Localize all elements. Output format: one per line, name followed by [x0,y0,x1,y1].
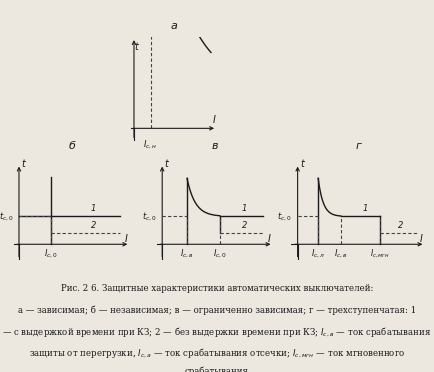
Text: $I_{c,н}$: $I_{c,н}$ [143,139,158,151]
Text: 2: 2 [398,221,403,230]
Text: I: I [125,234,128,244]
Text: $I_{c,0}$: $I_{c,0}$ [44,248,58,260]
Text: 1: 1 [363,203,368,212]
Text: $t_{c,0}$: $t_{c,0}$ [276,210,291,222]
Text: 2: 2 [242,221,247,230]
Text: $I_{c,л}$: $I_{c,л}$ [311,248,325,260]
Text: $t_{c,0}$: $t_{c,0}$ [142,210,157,222]
Text: 2: 2 [90,221,96,230]
Text: I: I [213,115,215,125]
Text: 1: 1 [242,203,247,212]
Text: t: t [164,159,168,169]
Text: срабатывания: срабатывания [185,366,249,372]
Text: а — зависимая; б — независимая; в — ограниченно зависимая; г — трехступенчатая: : а — зависимая; б — независимая; в — огра… [18,305,416,315]
Text: t: t [135,42,138,52]
Text: Рис. 2 6. Защитные характеристики автоматических выключателей:: Рис. 2 6. Защитные характеристики автома… [61,283,373,293]
Text: в: в [212,141,218,151]
Text: $I_{c,мгн}$: $I_{c,мгн}$ [370,248,390,260]
Text: $I_{c,в}$: $I_{c,в}$ [334,248,348,260]
Text: $I_{c,0}$: $I_{c,0}$ [213,248,227,260]
Text: t: t [300,159,304,169]
Text: $t_{c,0}$: $t_{c,0}$ [0,210,13,222]
Text: I: I [268,234,271,244]
Text: I: I [419,234,422,244]
Text: $I_{c,в}$: $I_{c,в}$ [180,248,194,260]
Text: защиты от перегрузки, $I_{c,а}$ — ток срабатывания отсечки; $I_{c,мгн}$ — ток мг: защиты от перегрузки, $I_{c,а}$ — ток ср… [29,346,405,360]
Text: г: г [355,141,361,151]
Text: t: t [21,159,25,169]
Text: a: a [170,21,177,31]
Text: б: б [68,141,75,151]
Text: 1: 1 [90,203,96,212]
Text: — с выдержкой времени при КЗ; 2 — без выдержки времени при КЗ; $I_{c,в}$ — ток с: — с выдержкой времени при КЗ; 2 — без вы… [2,326,432,339]
